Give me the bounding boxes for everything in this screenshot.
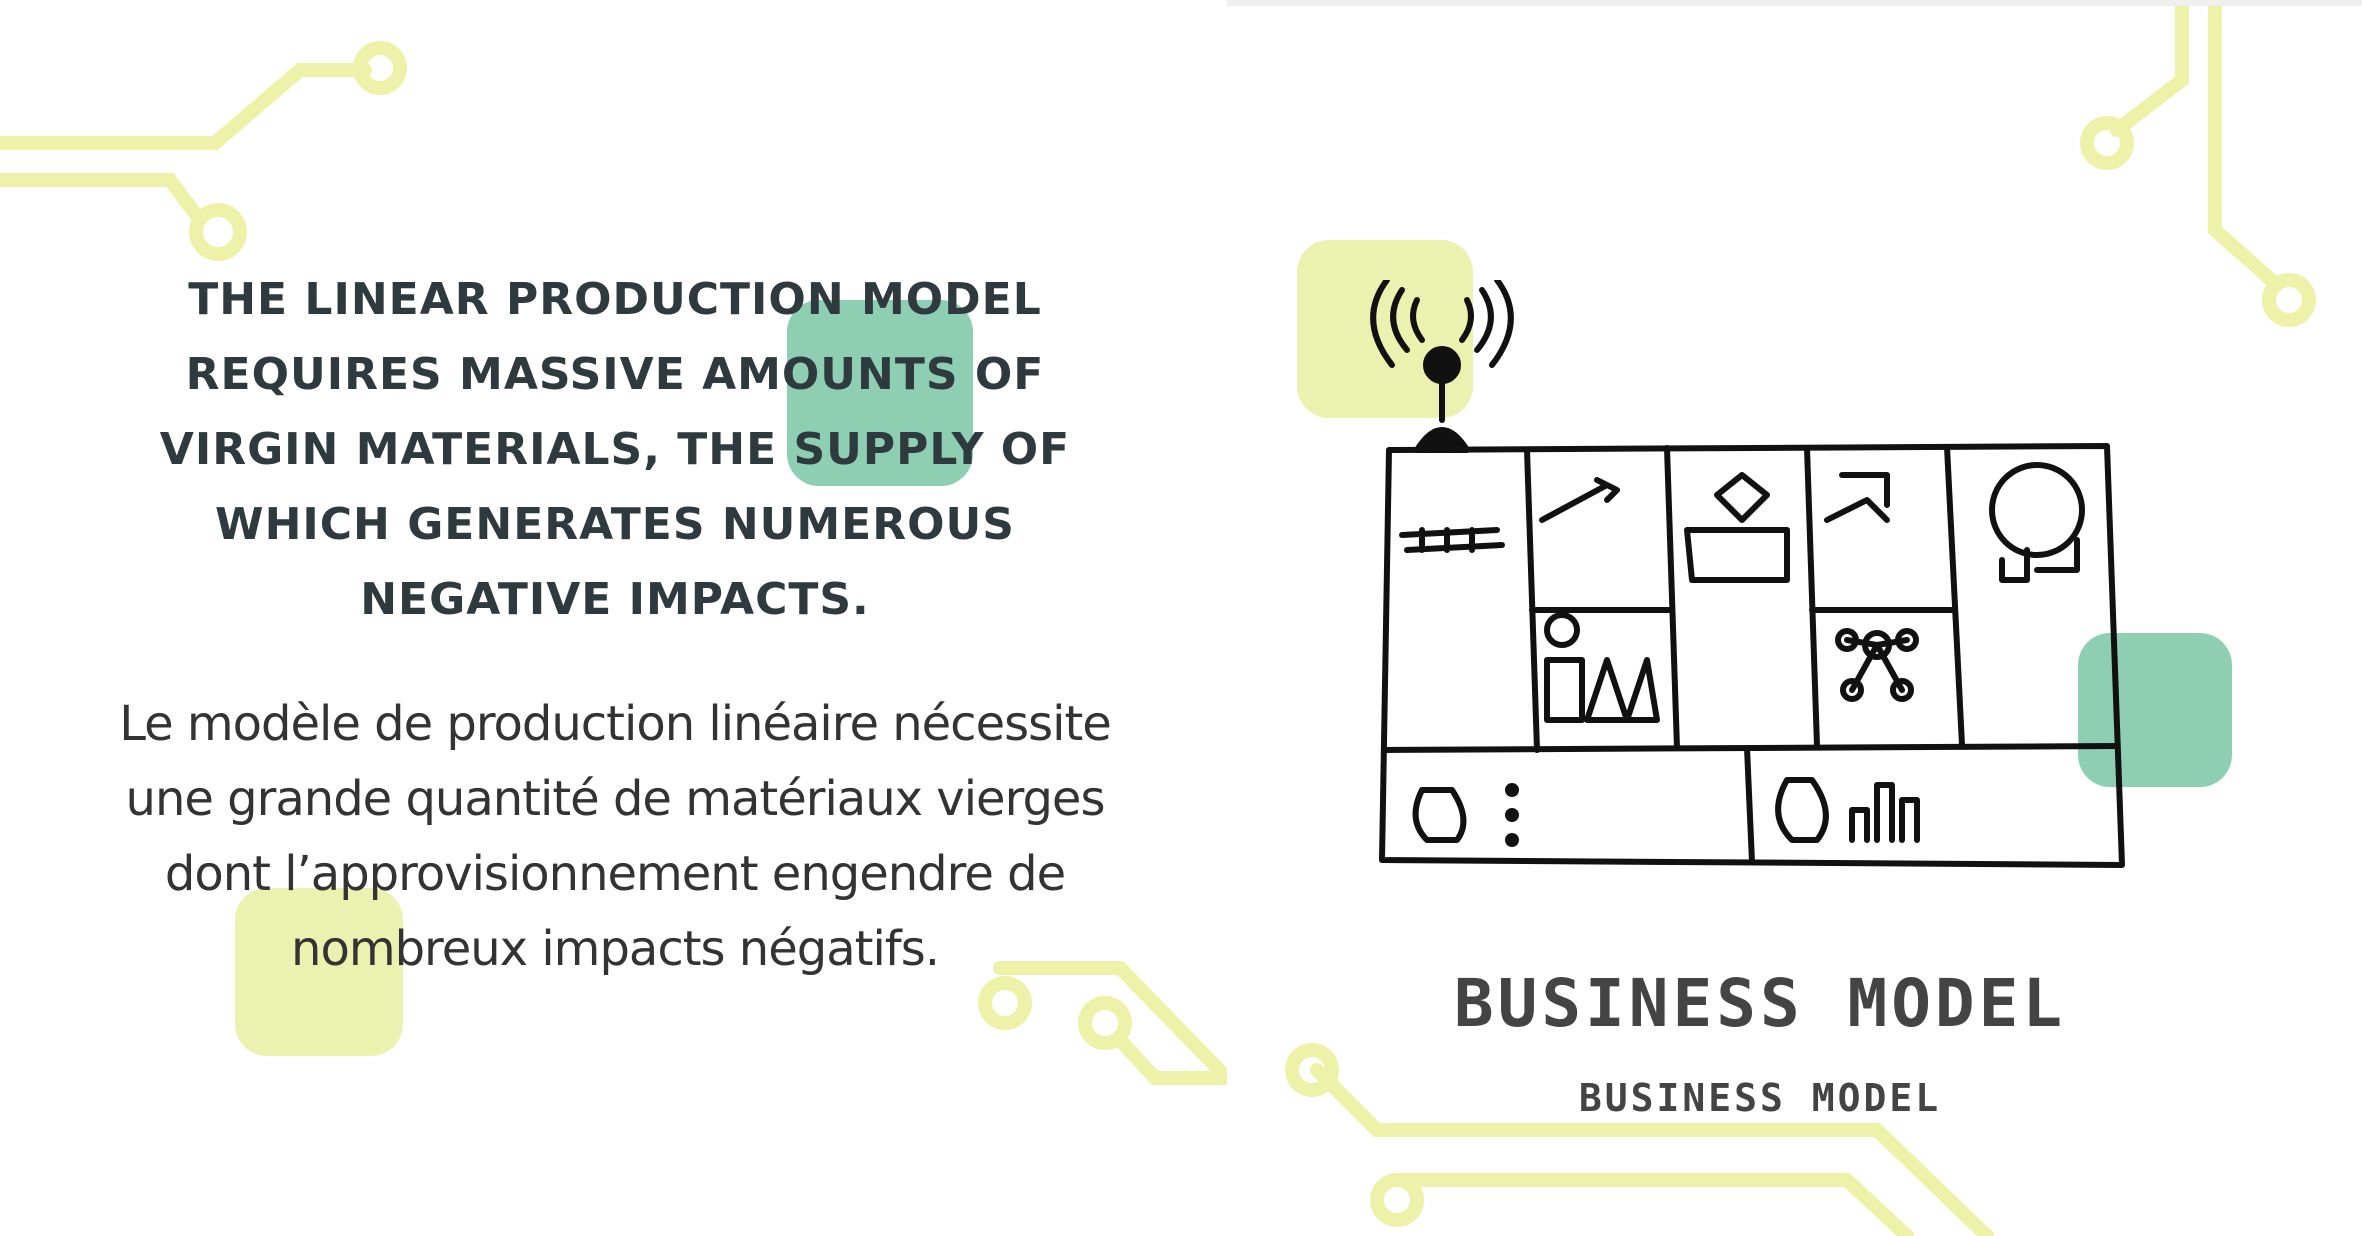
english-heading: THE LINEAR PRODUCTION MODEL REQUIRES MAS…: [159, 274, 1071, 625]
left-page: THE LINEAR PRODUCTION MODEL REQUIRES MAS…: [0, 41, 1227, 1085]
page-divider: [1227, 0, 2362, 6]
right-page: [1227, 0, 2362, 1236]
antenna-icon: [1370, 280, 1514, 453]
business-model-title: BUSINESS MODEL: [1453, 965, 2067, 1042]
green-square-decoration: [2078, 633, 2232, 787]
yellow-square-decoration: [235, 888, 403, 1056]
circuit-trace-icon: [1285, 0, 2316, 1236]
business-model-canvas-sketch: [1370, 280, 2125, 868]
business-model-subtitle: BUSINESS MODEL: [1578, 1076, 1942, 1120]
green-square-decoration: [787, 300, 973, 486]
circuit-trace-icon: [0, 41, 1227, 1085]
french-paragraph: Le modèle de production linéaire nécessi…: [119, 696, 1112, 977]
